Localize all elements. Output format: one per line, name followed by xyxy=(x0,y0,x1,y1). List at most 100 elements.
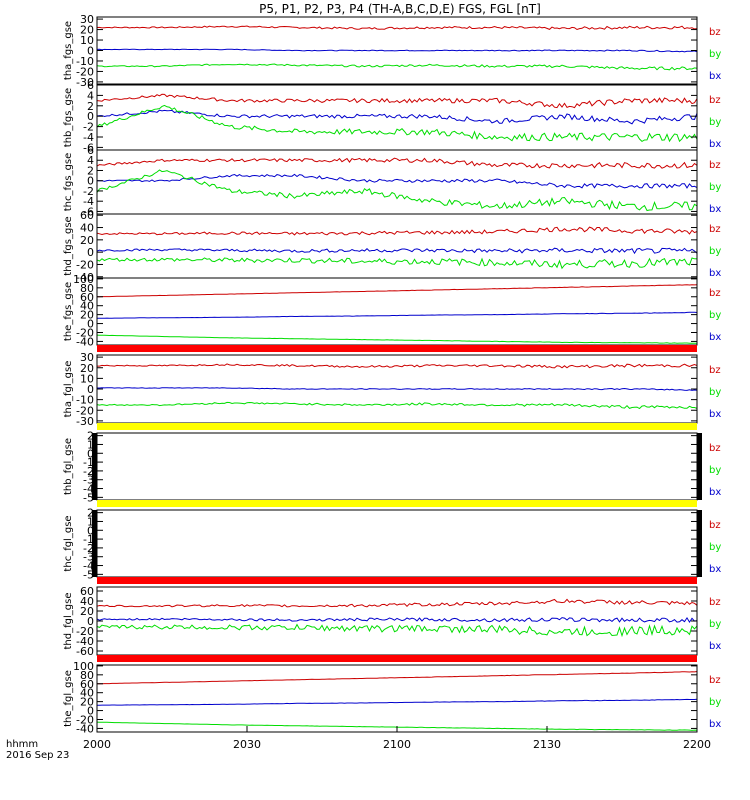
legend-bz: bz xyxy=(709,95,721,106)
panel-frame xyxy=(96,664,698,733)
legend-by: by xyxy=(709,117,721,128)
y-tick-label: 40 xyxy=(80,300,94,313)
y-tick-label: -2 xyxy=(83,185,94,198)
legend-by: by xyxy=(709,310,721,321)
x-tick-label: 2100 xyxy=(383,738,411,751)
y-tick-label: 60 xyxy=(80,678,94,691)
y-axis-label: thb_fgs_gse xyxy=(63,88,74,147)
series-bx-tha_fgs_gse xyxy=(96,48,698,53)
y-tick-label: 60 xyxy=(80,585,94,598)
x-tick-label: 2030 xyxy=(233,738,261,751)
y-tick-label: -20 xyxy=(76,713,94,726)
y-tick-label: -60 xyxy=(76,645,94,658)
legend-by: by xyxy=(709,387,721,398)
legend-by: by xyxy=(709,465,721,476)
y-tick-label: 0 xyxy=(87,705,94,718)
series-bz-thd_fgs_gse xyxy=(96,226,698,236)
legend-by: by xyxy=(709,697,721,708)
y-axis-label: the_fgl_gse xyxy=(63,670,74,727)
series-bz-tha_fgl_gse xyxy=(97,363,698,369)
series-bx-tha_fgl_gse xyxy=(97,387,698,391)
no-data-mark-right xyxy=(697,510,702,577)
y-tick-label: 0 xyxy=(87,318,94,331)
y-tick-label: 10 xyxy=(80,372,94,385)
y-tick-label: 1 xyxy=(87,515,94,528)
y-tick-label: -20 xyxy=(76,258,94,271)
series-bz-the_fgl_gse xyxy=(96,671,698,685)
y-tick-label: -6 xyxy=(83,205,94,218)
y-tick-label: -3 xyxy=(83,474,94,487)
date-label: 2016 Sep 23 xyxy=(6,750,69,761)
y-tick-label: 40 xyxy=(80,595,94,608)
y-axis-label: thb_fgl_gse xyxy=(63,438,74,495)
y-axis-label: thd_fgs_gse xyxy=(63,216,74,275)
series-by-tha_fgs_gse xyxy=(96,63,698,71)
legend-bz: bz xyxy=(709,288,721,299)
panel-frame xyxy=(96,213,698,279)
legend-bz: bz xyxy=(709,520,721,531)
y-tick-label: 40 xyxy=(80,222,94,235)
y-tick-label: 20 xyxy=(80,24,94,37)
legend-bz: bz xyxy=(709,675,721,686)
legend-bz: bz xyxy=(709,443,721,454)
legend-bz: bz xyxy=(709,597,721,608)
y-tick-label: -4 xyxy=(83,131,94,144)
y-tick-label: 0 xyxy=(87,383,94,396)
y-tick-label: 40 xyxy=(80,687,94,700)
y-tick-label: -1 xyxy=(83,456,94,469)
y-tick-label: 30 xyxy=(80,351,94,364)
series-bz-the_fgs_gse xyxy=(97,284,698,298)
y-tick-label: 2 xyxy=(87,100,94,113)
legend-bx: bx xyxy=(709,71,721,82)
legend-bz: bz xyxy=(709,27,721,38)
y-tick-label: 100 xyxy=(73,660,94,673)
y-tick-label: -20 xyxy=(76,404,94,417)
legend-bx: bx xyxy=(709,719,721,730)
y-tick-label: 0 xyxy=(87,110,94,123)
y-tick-label: 2 xyxy=(87,164,94,177)
legend-by: by xyxy=(709,246,721,257)
y-tick-label: 6 xyxy=(87,144,94,157)
panel-thc_fgl_gse: 210-1-2-3-4-5 thc_fgl_gse bz by bx xyxy=(63,507,721,584)
series-by-the_fgs_gse xyxy=(96,334,697,344)
no-data-mark-right xyxy=(697,433,702,500)
y-tick-label: 4 xyxy=(87,89,94,102)
y-tick-label: 0 xyxy=(87,45,94,58)
panel-frame xyxy=(96,509,698,578)
data-flag-bar-red xyxy=(97,577,697,584)
series-bx-thc_fgs_gse xyxy=(96,173,698,189)
y-tick-label: 1 xyxy=(87,438,94,451)
y-tick-label: -30 xyxy=(76,76,94,89)
y-tick-label: 60 xyxy=(80,291,94,304)
series-bx-thd_fgs_gse xyxy=(96,247,698,255)
data-flag-bar-red xyxy=(97,655,697,662)
y-tick-label: 0 xyxy=(87,447,94,460)
y-tick-label: 20 xyxy=(80,696,94,709)
legend-bx: bx xyxy=(709,641,721,652)
legend-bx: bx xyxy=(709,139,721,150)
y-tick-label: 0 xyxy=(87,246,94,259)
legend-by: by xyxy=(709,619,721,630)
no-data-mark-left xyxy=(92,433,97,500)
data-flag-bar-yellow xyxy=(97,423,697,430)
legend-by: by xyxy=(709,182,721,193)
y-tick-label: 20 xyxy=(80,362,94,375)
y-tick-label: -40 xyxy=(76,722,94,735)
y-tick-label: 60 xyxy=(80,209,94,222)
legend-bz: bz xyxy=(709,160,721,171)
y-axis-label: the_fgs_gse xyxy=(63,282,74,341)
y-tick-label: -40 xyxy=(76,271,94,284)
legend-bx: bx xyxy=(709,204,721,215)
y-tick-label: -40 xyxy=(76,335,94,348)
data-flag-bar-yellow xyxy=(97,500,697,507)
legend-bx: bx xyxy=(709,564,721,575)
y-tick-label: -2 xyxy=(83,465,94,478)
